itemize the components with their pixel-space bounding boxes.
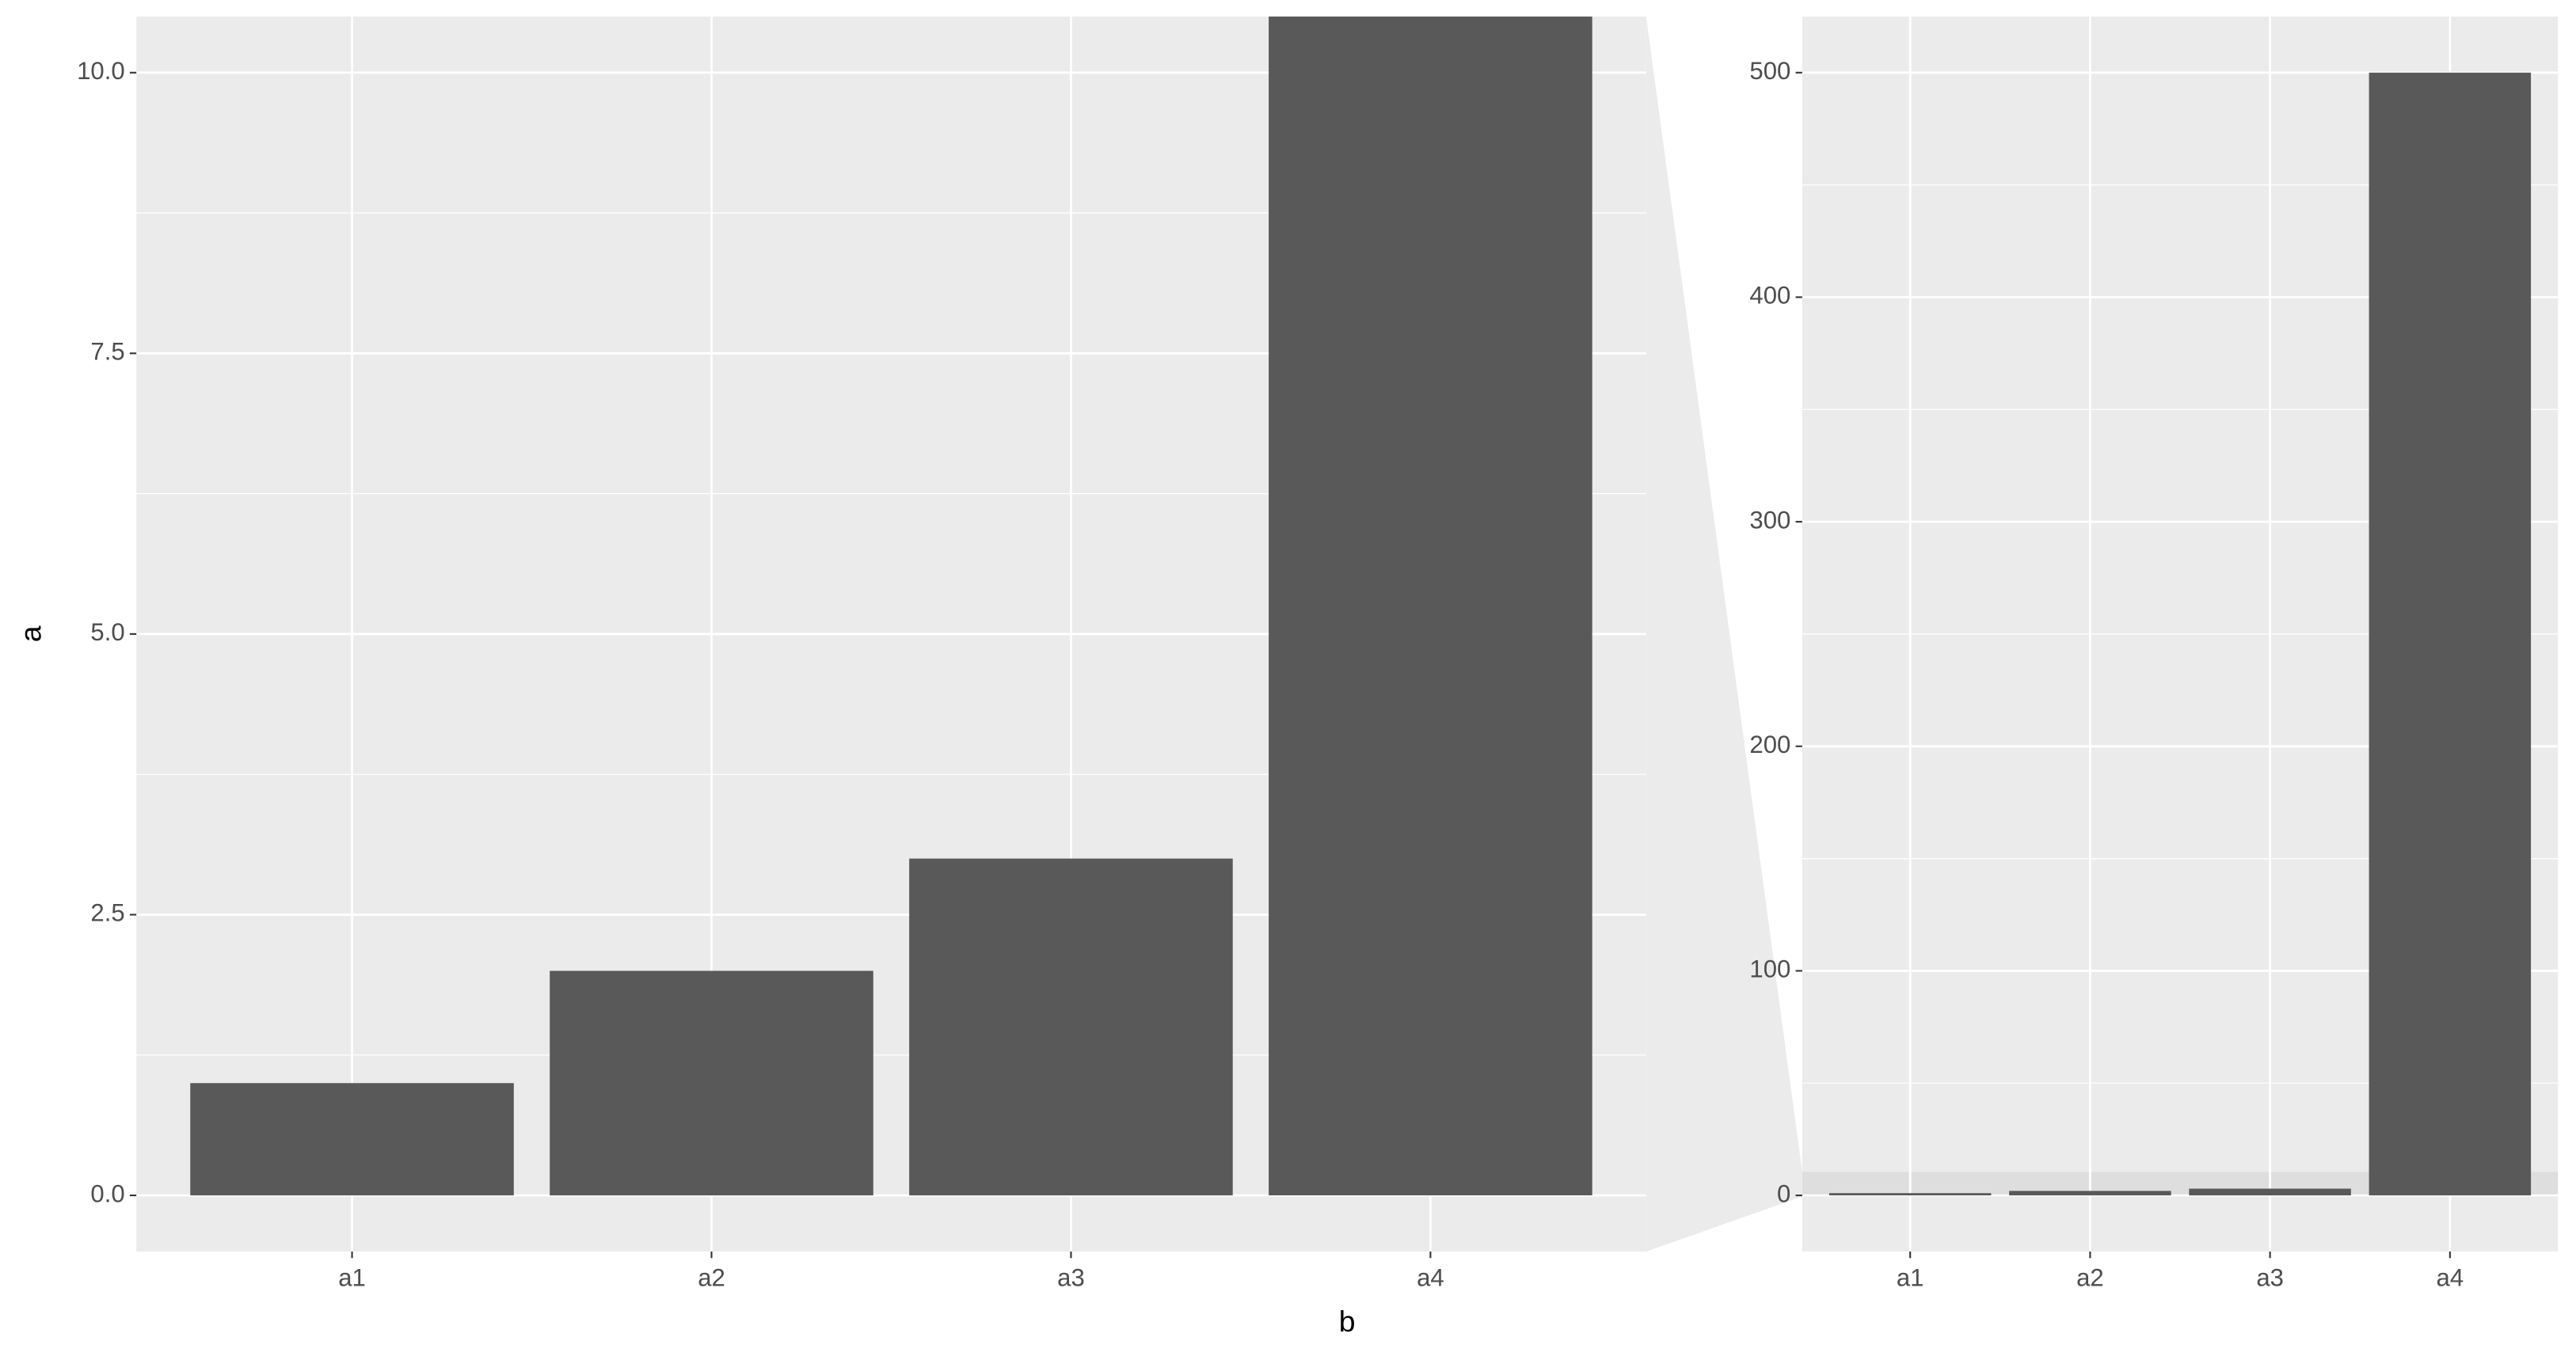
bars: [190, 16, 1592, 1196]
y-tick-label: 400: [1749, 282, 1790, 310]
y-tick-label: 10.0: [77, 57, 125, 85]
bar: [190, 1083, 514, 1196]
zoom-link: [1646, 16, 1802, 1252]
x-tick-label: a3: [2256, 1263, 2284, 1291]
y-tick-label: 500: [1749, 57, 1790, 85]
y-tick-label: 300: [1749, 506, 1790, 534]
x-tick-label: a2: [2076, 1263, 2104, 1291]
bar: [550, 971, 873, 1196]
x-tick-label: a1: [338, 1263, 366, 1291]
y-tick-label: 7.5: [90, 338, 124, 366]
y-tick-label: 0: [1777, 1180, 1790, 1207]
x-tick-label: a4: [2437, 1263, 2464, 1291]
bar: [1269, 16, 1592, 1196]
y-axis-title: a: [13, 625, 47, 642]
bar: [2369, 72, 2532, 1196]
x-tick-label: a2: [698, 1263, 725, 1291]
bar: [909, 858, 1233, 1196]
x-tick-label: a1: [1897, 1263, 1924, 1291]
bars: [1828, 72, 2532, 1196]
bar: [2009, 1191, 2171, 1196]
x-tick-label: a4: [1417, 1263, 1444, 1291]
x-tick-label: a3: [1057, 1263, 1085, 1291]
y-tick-label: 5.0: [90, 618, 124, 646]
y-tick-label: 2.5: [90, 899, 124, 927]
y-tick-label: 200: [1749, 731, 1790, 758]
bar: [2189, 1188, 2351, 1196]
x-axis-title: b: [1339, 1305, 1356, 1338]
bar: [1828, 1193, 1992, 1196]
y-tick-label: 0.0: [90, 1180, 124, 1207]
y-tick-label: 100: [1749, 955, 1790, 983]
